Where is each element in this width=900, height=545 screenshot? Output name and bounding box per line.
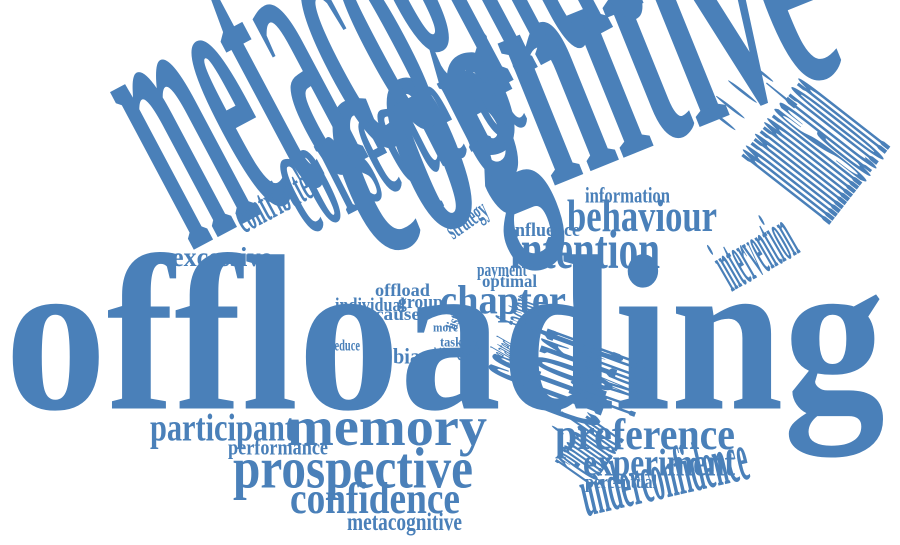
word-preference: preference — [555, 409, 735, 459]
word-prospective: prospective — [233, 435, 473, 501]
word-influence: influence — [510, 219, 580, 241]
word-optimal: optimal — [482, 271, 537, 292]
word-bias: bias — [393, 343, 428, 369]
word-individual: individual — [335, 294, 405, 316]
word-participant: participant — [150, 405, 295, 449]
word-offloading: offloading — [5, 210, 885, 458]
word-experiment: experiment — [583, 440, 735, 484]
word-metacognitive: metacognitive — [347, 507, 462, 535]
word-shift: shift — [430, 345, 448, 360]
word-perceptual: perceptual — [585, 471, 657, 493]
word-confidence: confidence — [290, 473, 460, 523]
word-group: group — [398, 291, 443, 313]
word-performance: performance — [228, 434, 328, 460]
word-payment: payment — [477, 259, 527, 281]
word-behaviour: behaviour — [567, 189, 717, 241]
word-chapter: chapter — [440, 276, 566, 323]
word-intention: intention — [510, 218, 660, 281]
word-information: information — [585, 182, 670, 208]
word-more: more — [433, 320, 458, 335]
word-excessive: excessive — [172, 241, 272, 273]
word-memory: memory — [287, 395, 487, 458]
word-reduce: reduce — [330, 336, 360, 354]
word-offload: offload — [375, 280, 430, 301]
word-task: task — [440, 334, 462, 350]
word-cause: cause — [375, 304, 420, 325]
